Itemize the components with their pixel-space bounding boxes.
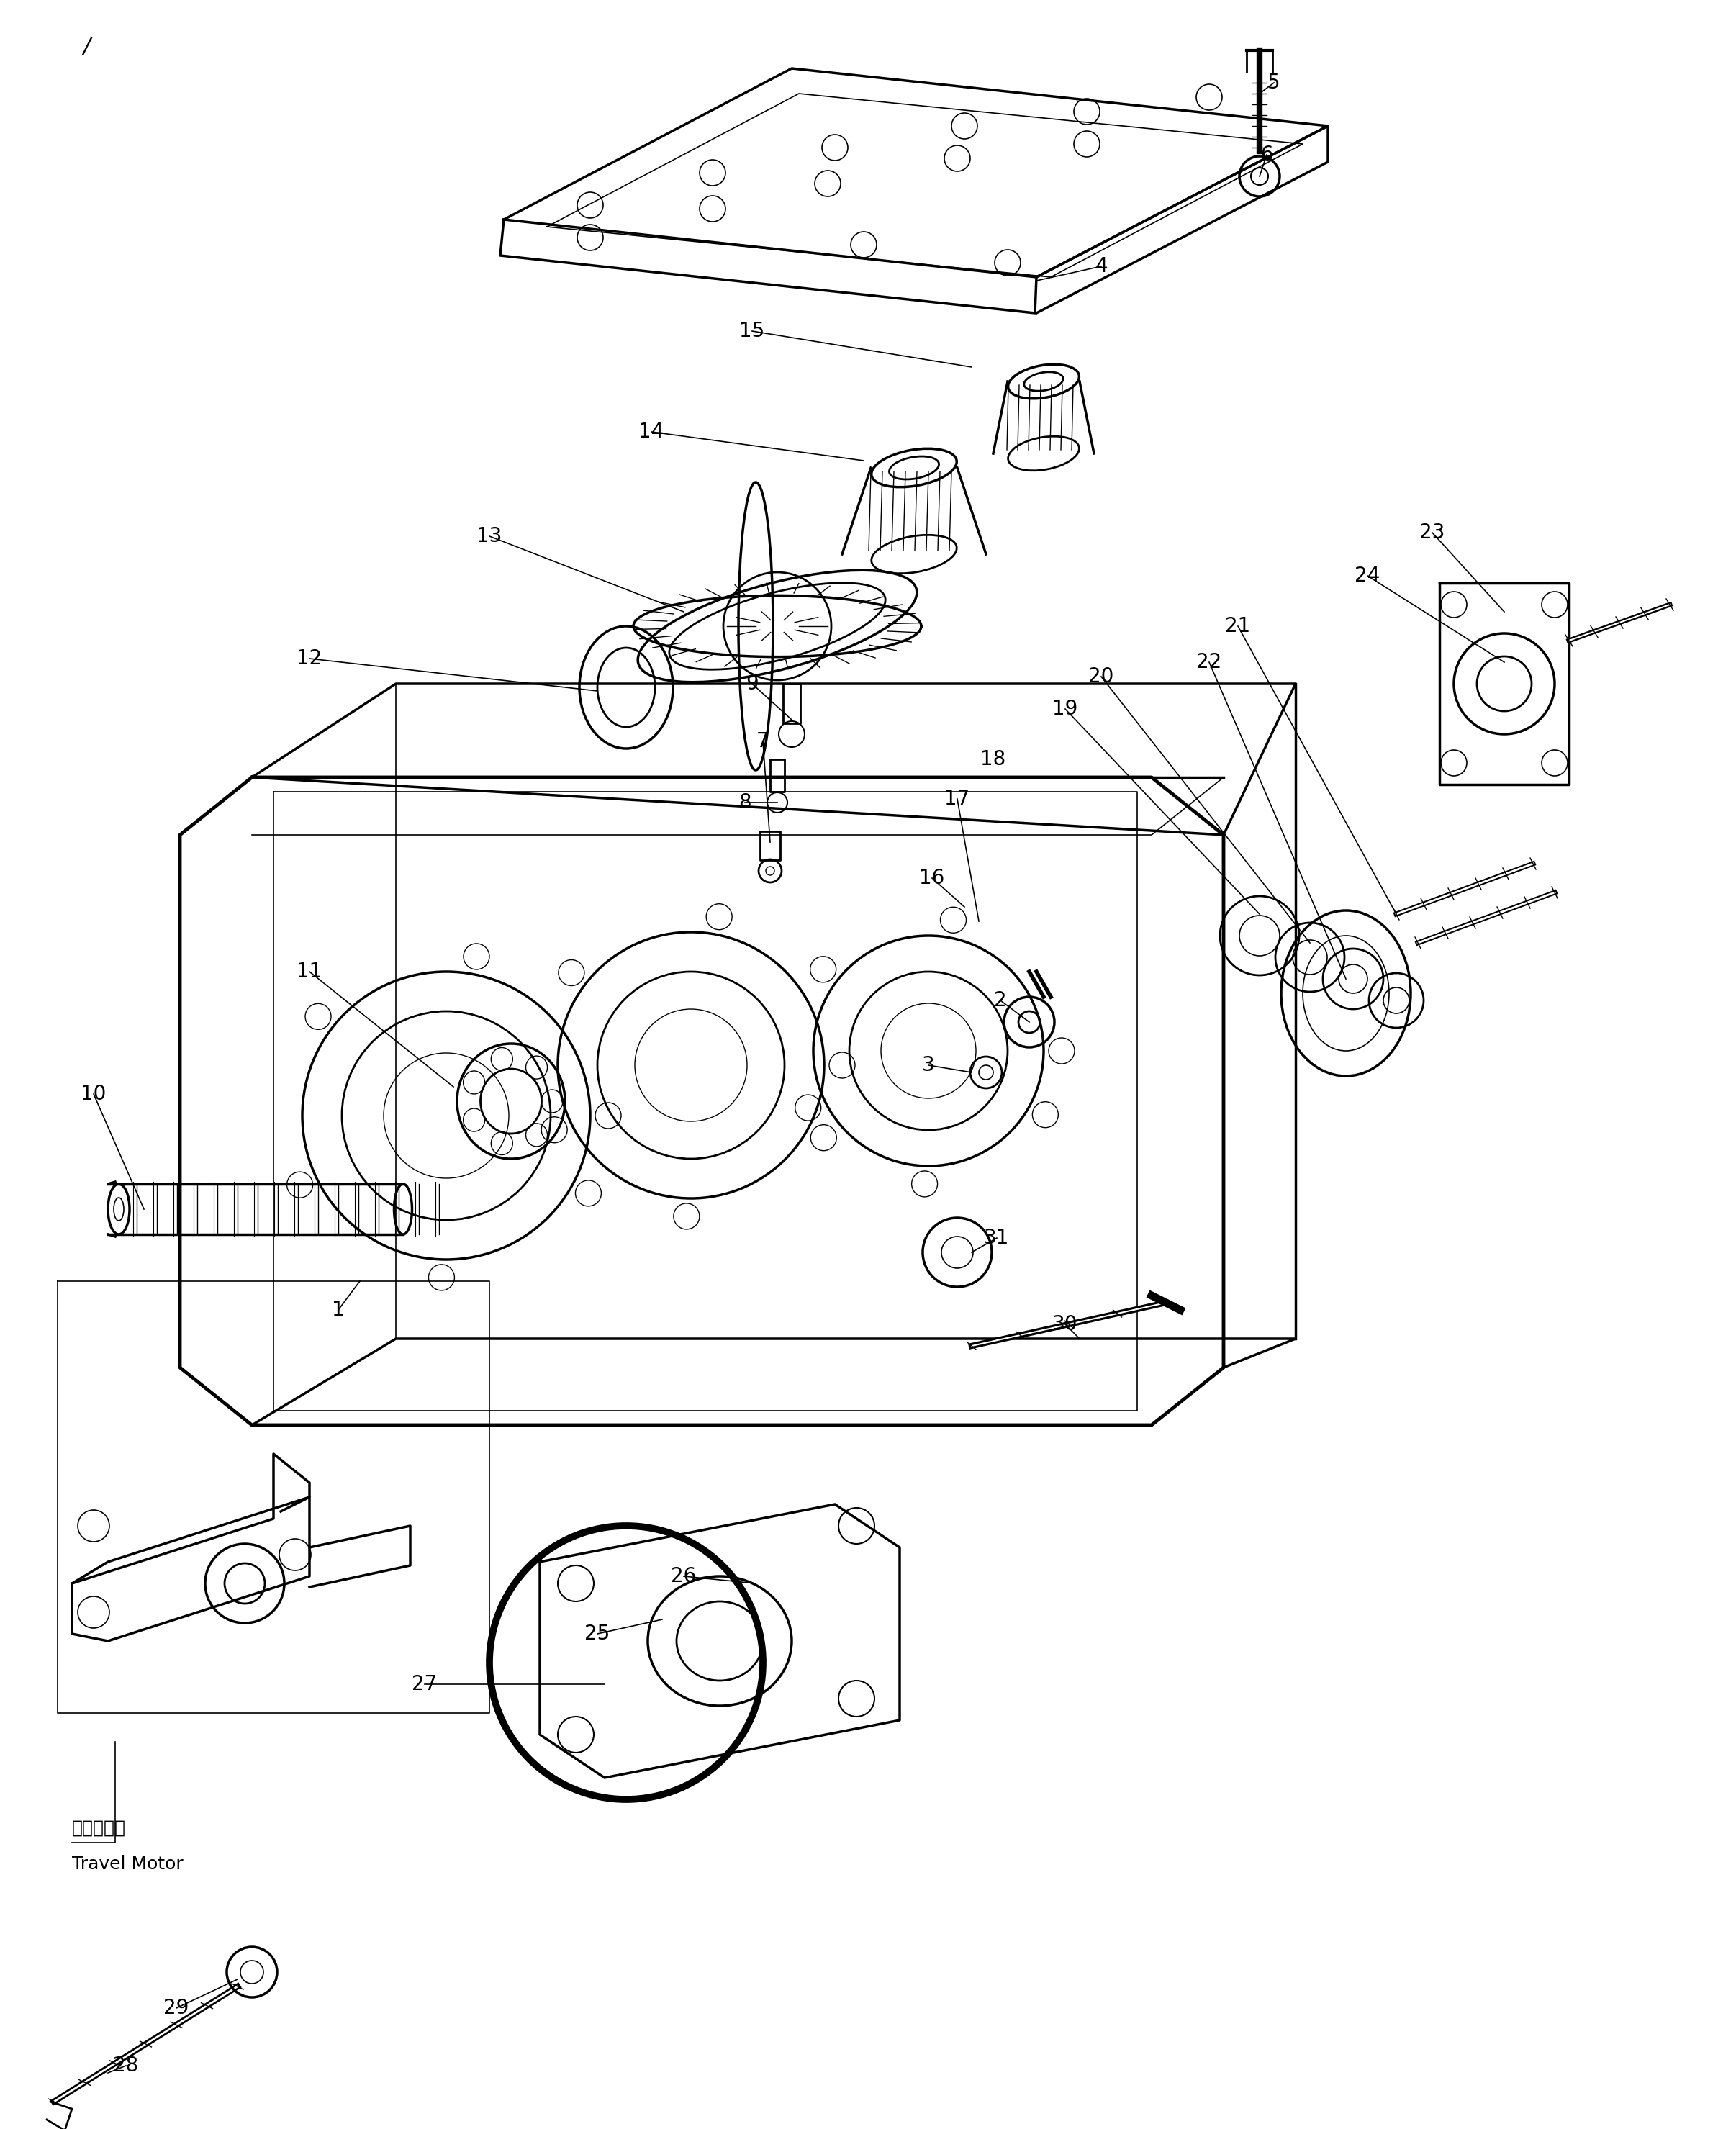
Text: 22: 22 xyxy=(1196,651,1222,673)
Text: 27: 27 xyxy=(411,1673,437,1695)
Text: 15: 15 xyxy=(740,321,766,341)
Text: 24: 24 xyxy=(1354,566,1380,585)
Text: 19: 19 xyxy=(1052,698,1078,720)
Text: 25: 25 xyxy=(585,1624,609,1644)
Text: 8: 8 xyxy=(738,792,752,813)
Text: 14: 14 xyxy=(639,422,665,443)
Text: 走行モータ: 走行モータ xyxy=(71,1820,127,1837)
Text: 6: 6 xyxy=(1260,145,1272,164)
Text: 29: 29 xyxy=(163,1997,189,2018)
Text: 17: 17 xyxy=(944,790,970,809)
Text: 11: 11 xyxy=(297,962,323,981)
Text: 10: 10 xyxy=(82,1084,106,1105)
Text: 5: 5 xyxy=(1267,72,1279,94)
Text: 23: 23 xyxy=(1420,522,1444,543)
Text: 31: 31 xyxy=(984,1228,1010,1248)
Text: 30: 30 xyxy=(1052,1314,1078,1335)
Text: 21: 21 xyxy=(1226,615,1250,637)
Text: 12: 12 xyxy=(297,649,323,669)
Text: Travel Motor: Travel Motor xyxy=(71,1856,184,1874)
Text: 26: 26 xyxy=(672,1567,696,1586)
Text: 9: 9 xyxy=(746,673,759,694)
Text: 16: 16 xyxy=(920,869,944,888)
Text: 7: 7 xyxy=(757,730,769,752)
Text: 13: 13 xyxy=(477,526,502,547)
Text: 28: 28 xyxy=(113,2057,139,2076)
Text: 4: 4 xyxy=(1095,255,1108,277)
Text: 3: 3 xyxy=(922,1056,936,1075)
Text: 2: 2 xyxy=(995,990,1007,1011)
Text: 20: 20 xyxy=(1088,666,1115,688)
Text: /: / xyxy=(83,36,90,57)
Text: 18: 18 xyxy=(981,749,1005,769)
Text: 1: 1 xyxy=(332,1301,345,1320)
